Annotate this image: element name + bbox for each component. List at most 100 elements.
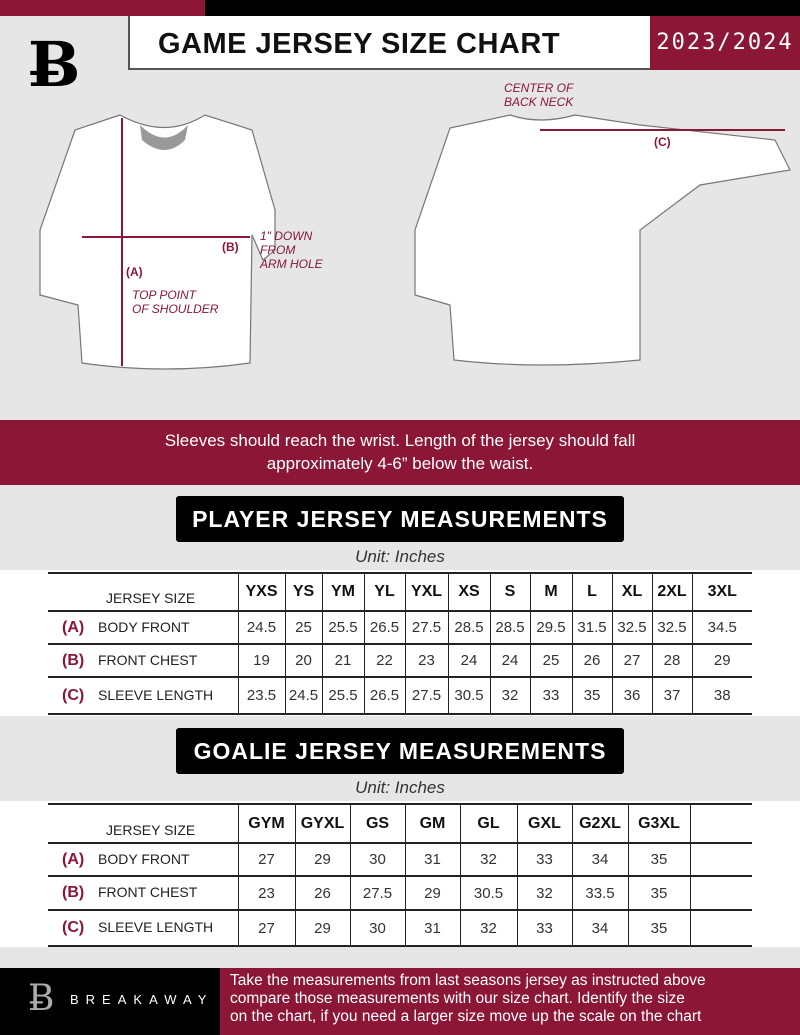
measure-name: BODY FRONT: [98, 850, 190, 867]
table-row: (B) FRONT CHEST 19 20 21 22 23 24 24 25 26 27 28 29: [48, 644, 752, 677]
table-cell: 32: [459, 843, 517, 876]
row-label: (C) SLEEVE LENGTH: [48, 910, 238, 946]
label-c-note: CENTER OF BACK NECK: [504, 81, 574, 109]
table-cell: 23: [404, 644, 448, 677]
table-cell: 25: [284, 611, 322, 644]
measure-letter: (C): [62, 686, 85, 704]
table-cell: 27.5: [349, 876, 405, 910]
measure-name: FRONT CHEST: [98, 884, 198, 900]
table-cell: 35: [627, 876, 690, 910]
size-header: JERSEY SIZE: [106, 821, 196, 838]
table-cell: 30: [349, 843, 405, 876]
table-cell: 25.5: [321, 611, 364, 644]
size-column-header: 3XL: [691, 573, 752, 611]
size-column-header: XS: [447, 573, 490, 611]
table-cell: 38: [691, 677, 752, 714]
table-cell: 35: [627, 843, 690, 876]
table-cell: 29: [294, 910, 350, 946]
table-cell: 30: [349, 910, 405, 946]
table-cell: 25: [529, 644, 572, 677]
title-box: [128, 16, 650, 70]
footer-instructions: Take the measurements from last seasons …: [220, 968, 800, 1035]
table-cell: 30.5: [459, 876, 517, 910]
table-cell: 27: [237, 910, 295, 946]
table-cell: 29: [294, 843, 350, 876]
table-cell: 33: [516, 910, 572, 946]
table-header-row: JERSEY SIZE YXS YS YM YL YXL XS S M L XL 2XL 3XL: [48, 573, 752, 611]
table-cell: 24: [447, 644, 490, 677]
table-row: (C) SLEEVE LENGTH 23.5 24.5 25.5 26.5 27.5 30.5…: [48, 677, 752, 714]
label-b-note: 1" DOWN FROM ARM HOLE: [260, 229, 323, 271]
footer-logo: Ƀ: [28, 978, 55, 1019]
table-cell: 27.5: [404, 677, 448, 714]
measure-letter: (A): [62, 850, 85, 868]
size-header: JERSEY SIZE: [106, 590, 196, 606]
size-column-header: S: [489, 573, 530, 611]
size-column-header: G2XL: [571, 804, 628, 843]
table-cell: 26: [294, 876, 350, 910]
goalie-size-table: JERSEY SIZE GYM GYXL GS GM GL GXL G2XL G3XL (A) BO…: [48, 803, 752, 947]
measure-name: FRONT CHEST: [98, 651, 198, 668]
table-cell: 31.5: [571, 611, 612, 644]
table-cell: 23: [237, 876, 295, 910]
goalie-section-title: GOALIE JERSEY MEASUREMENTS: [176, 728, 624, 774]
table-cell: 32.5: [651, 611, 692, 644]
label-a: (A): [126, 265, 143, 279]
measure-letter: (B): [62, 651, 85, 669]
size-column-header: GM: [404, 804, 460, 843]
table-cell: 26.5: [363, 677, 405, 714]
table-cell: 30.5: [447, 677, 490, 714]
table-cell: [689, 843, 752, 876]
size-column-header: [689, 804, 752, 843]
table-row: (A) BODY FRONT 24.5 25 25.5 26.5 27.5 28.5 28.5 2…: [48, 611, 752, 644]
row-label: (A) BODY FRONT: [48, 611, 238, 644]
measure-letter: (B): [62, 884, 85, 901]
row-label: (C) SLEEVE LENGTH: [48, 677, 238, 714]
row-label: (B) FRONT CHEST: [48, 876, 238, 910]
size-column-header: YXS: [237, 573, 285, 611]
table-cell: 37: [651, 677, 692, 714]
table-cell: 28: [651, 644, 692, 677]
size-column-header: M: [529, 573, 572, 611]
fit-note-line: approximately 4-6” below the waist.: [266, 454, 534, 473]
size-column-header: YM: [321, 573, 364, 611]
table-cell: 26: [571, 644, 612, 677]
measure-name: BODY FRONT: [98, 618, 190, 635]
table-cell: 32.5: [611, 611, 652, 644]
table-cell: 28.5: [447, 611, 490, 644]
measure-letter: (A): [62, 618, 85, 636]
table-cell: 23.5: [237, 677, 285, 714]
jersey-diagram: [39, 114, 791, 370]
footer-brand-area: [0, 968, 220, 1035]
season-text: 2023/2024: [656, 30, 794, 55]
top-accent-bar: [0, 0, 205, 16]
table-cell: 32: [459, 910, 517, 946]
size-column-header: 2XL: [651, 573, 692, 611]
row-label: (A) BODY FRONT: [48, 843, 238, 876]
player-unit: Unit: Inches: [355, 547, 445, 566]
table-cell: 35: [571, 677, 612, 714]
table-cell: 21: [321, 644, 364, 677]
table-row: (A) BODY FRONT 27 29 30 31 32 33 34 35: [48, 843, 752, 876]
row-label: (B) FRONT CHEST: [48, 644, 238, 677]
size-column-header: G3XL: [627, 804, 690, 843]
player-size-table: JERSEY SIZE YXS YS YM YL YXL XS S M L XL 2XL 3XL (A) B…: [48, 572, 752, 715]
size-column-header: GYXL: [294, 804, 350, 843]
fit-note-line: Sleeves should reach the wrist. Length o…: [164, 431, 636, 450]
table-cell: 34.5: [691, 611, 752, 644]
table-cell: 34: [571, 843, 628, 876]
table-cell: 31: [404, 910, 460, 946]
size-column-header: GYM: [237, 804, 295, 843]
collar-lace: [140, 125, 188, 150]
label-c: (C): [654, 135, 671, 149]
table-cell: 32: [489, 677, 530, 714]
table-cell: [689, 910, 752, 946]
table-row: (C) SLEEVE LENGTH 27 29 30 31 32 33 34 35: [48, 910, 752, 946]
table-cell: 35: [627, 910, 690, 946]
goalie-unit: Unit: Inches: [355, 778, 445, 797]
table-cell: 29.5: [529, 611, 572, 644]
table-cell: 33.5: [571, 876, 628, 910]
table-cell: 29: [691, 644, 752, 677]
size-column-header: GL: [459, 804, 517, 843]
table-header-row: JERSEY SIZE GYM GYXL GS GM GL GXL G2XL G3XL: [48, 804, 752, 843]
